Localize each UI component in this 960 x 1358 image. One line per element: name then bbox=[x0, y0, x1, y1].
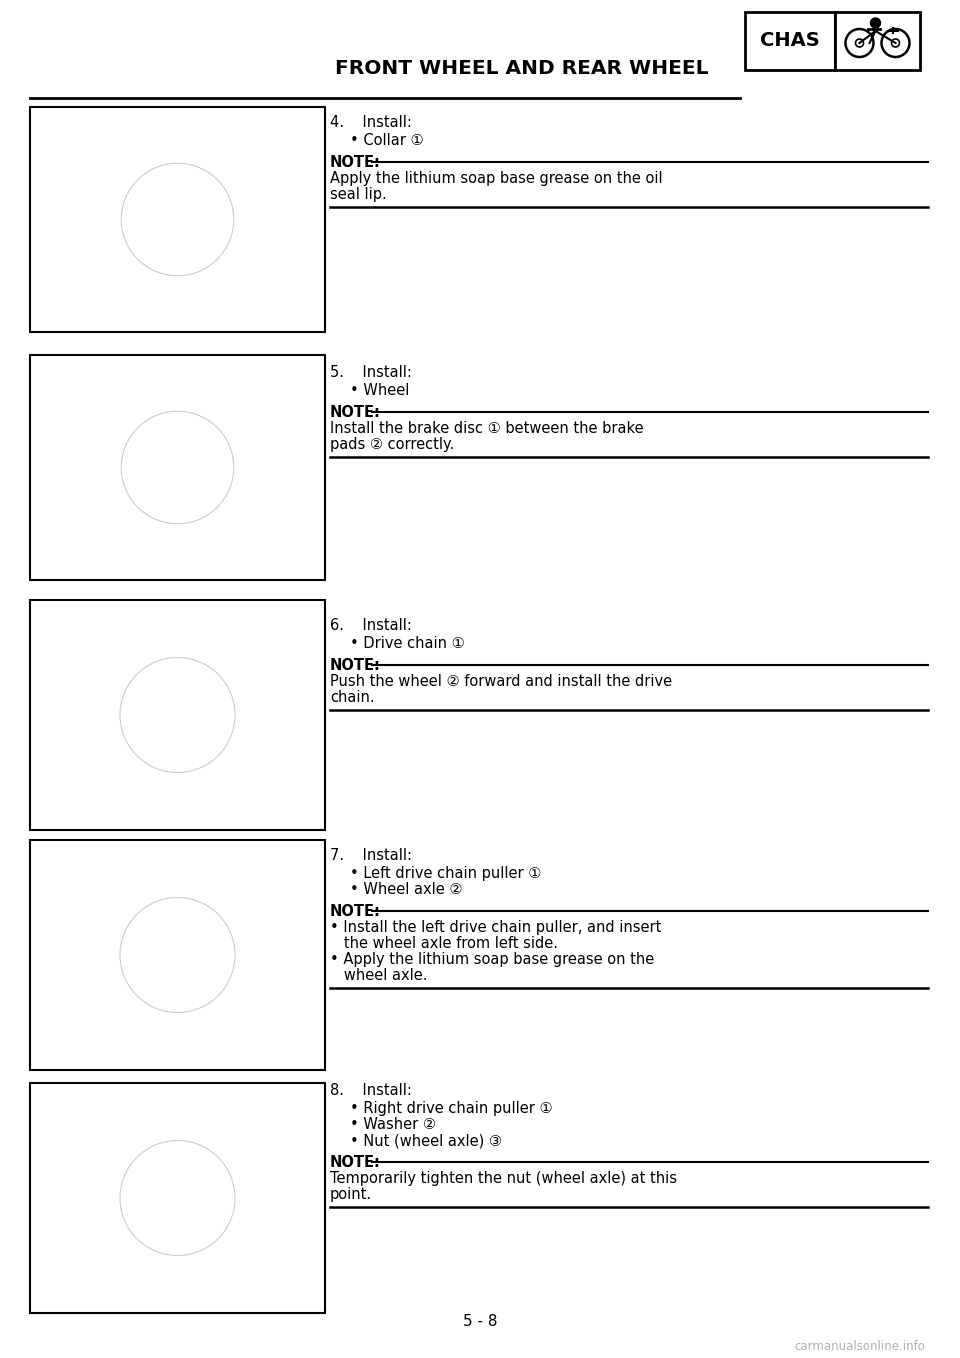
Bar bbox=[835, 12, 920, 71]
Text: 4.    Install:: 4. Install: bbox=[330, 115, 412, 130]
Text: 7.    Install:: 7. Install: bbox=[330, 847, 412, 862]
Text: point.: point. bbox=[330, 1187, 372, 1202]
Bar bbox=[30, 600, 325, 830]
Text: • Right drive chain puller ①: • Right drive chain puller ① bbox=[350, 1101, 553, 1116]
Text: NOTE:: NOTE: bbox=[330, 659, 381, 674]
Text: NOTE:: NOTE: bbox=[330, 405, 381, 420]
Bar bbox=[30, 107, 325, 331]
Text: 8.    Install:: 8. Install: bbox=[330, 1082, 412, 1099]
Text: • Nut (wheel axle) ③: • Nut (wheel axle) ③ bbox=[350, 1133, 502, 1148]
Circle shape bbox=[871, 18, 880, 29]
Text: • Washer ②: • Washer ② bbox=[350, 1118, 436, 1133]
Text: the wheel axle from left side.: the wheel axle from left side. bbox=[330, 936, 558, 951]
Text: • Drive chain ①: • Drive chain ① bbox=[350, 636, 465, 650]
Bar bbox=[30, 1082, 325, 1313]
Text: wheel axle.: wheel axle. bbox=[330, 968, 427, 983]
Text: 6.    Install:: 6. Install: bbox=[330, 618, 412, 633]
Text: Temporarily tighten the nut (wheel axle) at this: Temporarily tighten the nut (wheel axle)… bbox=[330, 1171, 677, 1186]
Text: Push the wheel ② forward and install the drive: Push the wheel ② forward and install the… bbox=[330, 674, 672, 689]
Text: pads ② correctly.: pads ② correctly. bbox=[330, 437, 454, 452]
Text: Apply the lithium soap base grease on the oil: Apply the lithium soap base grease on th… bbox=[330, 171, 662, 186]
Text: Install the brake disc ① between the brake: Install the brake disc ① between the bra… bbox=[330, 421, 643, 436]
Text: carmanualsonline.info: carmanualsonline.info bbox=[794, 1340, 925, 1354]
Bar bbox=[745, 12, 835, 71]
Text: • Apply the lithium soap base grease on the: • Apply the lithium soap base grease on … bbox=[330, 952, 655, 967]
Text: seal lip.: seal lip. bbox=[330, 187, 387, 202]
Text: • Wheel axle ②: • Wheel axle ② bbox=[350, 881, 463, 898]
Text: FRONT WHEEL AND REAR WHEEL: FRONT WHEEL AND REAR WHEEL bbox=[335, 58, 708, 77]
Text: CHAS: CHAS bbox=[760, 31, 820, 50]
Bar bbox=[30, 841, 325, 1070]
Text: • Left drive chain puller ①: • Left drive chain puller ① bbox=[350, 866, 541, 881]
Text: 5.    Install:: 5. Install: bbox=[330, 365, 412, 380]
Text: 5 - 8: 5 - 8 bbox=[463, 1315, 497, 1329]
Text: NOTE:: NOTE: bbox=[330, 1156, 381, 1171]
Text: NOTE:: NOTE: bbox=[330, 904, 381, 919]
Text: NOTE:: NOTE: bbox=[330, 155, 381, 170]
Bar bbox=[30, 354, 325, 580]
Text: • Install the left drive chain puller, and insert: • Install the left drive chain puller, a… bbox=[330, 919, 661, 936]
Text: • Wheel: • Wheel bbox=[350, 383, 409, 398]
Text: chain.: chain. bbox=[330, 690, 374, 705]
Text: • Collar ①: • Collar ① bbox=[350, 133, 423, 148]
